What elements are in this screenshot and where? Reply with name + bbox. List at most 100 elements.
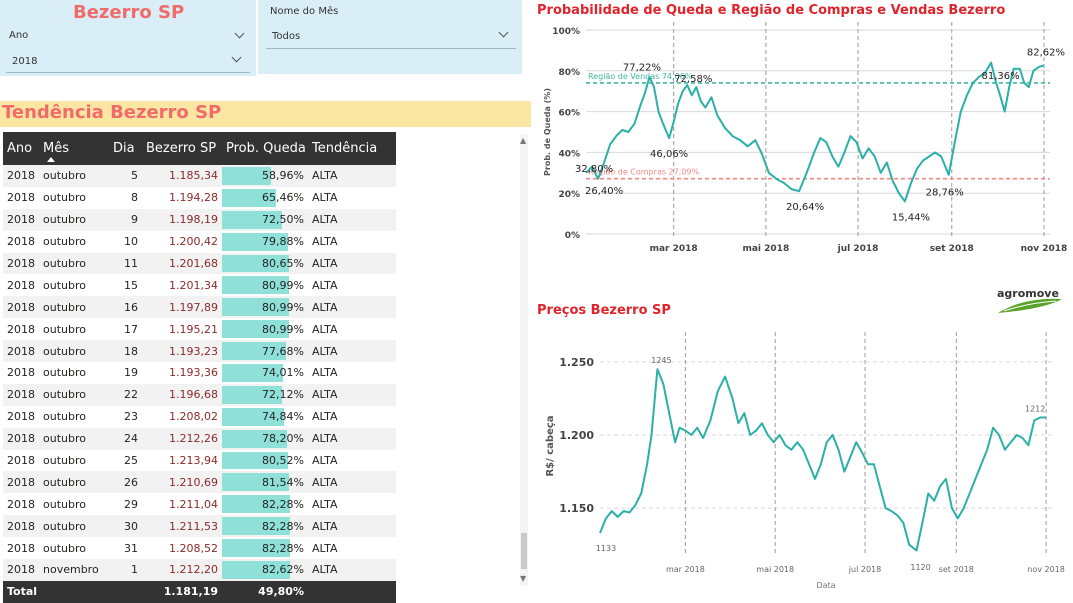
- table-scrollbar[interactable]: [520, 134, 528, 586]
- scrollbar-thumb[interactable]: [521, 533, 527, 569]
- x-tick-label: mai 2018: [742, 244, 789, 254]
- table-row[interactable]: 2018 outubro 31 1.208,52 82,28% ALTA: [3, 537, 396, 559]
- cell-tendencia: ALTA: [312, 366, 338, 380]
- table-row[interactable]: 2018 outubro 15 1.201,34 80,99% ALTA: [3, 274, 396, 296]
- data-label: 1212: [1025, 404, 1045, 413]
- scroll-down-icon[interactable]: ▼: [520, 574, 527, 583]
- data-label: 72,58%: [674, 74, 712, 85]
- cell-dia: 30: [109, 515, 142, 538]
- prob-text: 58,96%: [262, 169, 304, 183]
- cell-bezerro-sp: 1.208,52: [169, 541, 218, 555]
- table-row[interactable]: 2018 outubro 23 1.208,02 74,84% ALTA: [3, 406, 396, 428]
- table-row[interactable]: 2018 outubro 30 1.211,53 82,28% ALTA: [3, 515, 396, 538]
- cell-prob-queda: 80,99%: [222, 318, 308, 340]
- ano-dropdown[interactable]: 2018: [12, 56, 38, 67]
- cell-mes: outubro: [39, 471, 109, 494]
- cell-dia: 5: [109, 165, 142, 187]
- cell-ano: 2018: [7, 366, 35, 380]
- mes-dropdown[interactable]: Todos: [272, 31, 301, 42]
- cell-tendencia: ALTA: [312, 322, 338, 336]
- table-row[interactable]: 2018 outubro 17 1.195,21 80,99% ALTA: [3, 318, 396, 340]
- cell-tendencia: ALTA: [312, 235, 338, 249]
- cell-bezerro-sp: 1.196,68: [142, 383, 222, 406]
- cell-tendencia: ALTA: [312, 497, 338, 511]
- data-label: 1245: [651, 356, 671, 365]
- cell-tendencia: ALTA: [312, 191, 338, 205]
- cell-bezerro-sp: 1.185,34: [142, 165, 222, 187]
- cell-dia: 24: [109, 427, 142, 450]
- table-row[interactable]: 2018 outubro 9 1.198,19 72,50% ALTA: [3, 208, 396, 231]
- ano-dropdown-underline: [6, 72, 250, 73]
- table-row[interactable]: 2018 outubro 29 1.211,04 82,28% ALTA: [3, 493, 396, 515]
- total-empty-cell: [109, 580, 142, 603]
- cell-dia: 26: [109, 471, 142, 494]
- prob-bar: [222, 342, 287, 361]
- column-header-prob-queda[interactable]: Prob. Queda: [222, 132, 308, 165]
- table-title: Tendência Bezerro SP: [2, 102, 222, 123]
- cell-prob-queda: 79,88%: [222, 231, 308, 253]
- cell-ano: 2018: [3, 340, 39, 363]
- table-row[interactable]: 2018 outubro 5 1.185,34 58,96% ALTA: [3, 165, 396, 187]
- reference-line-label: Região de Compras 27,09%: [588, 168, 699, 177]
- table-row[interactable]: 2018 novembro 1 1.212,20 82,62% ALTA: [3, 559, 396, 581]
- table-row[interactable]: 2018 outubro 16 1.197,89 80,99% ALTA: [3, 296, 396, 319]
- prob-bar: [222, 167, 271, 185]
- cell-tendencia: ALTA: [308, 515, 396, 538]
- cell-tendencia: ALTA: [312, 541, 338, 555]
- cell-prob-queda: 82,28%: [222, 515, 308, 538]
- table-header-row: Ano Mês Dia Bezerro SP Prob. Queda Tendê…: [3, 132, 396, 165]
- table-row[interactable]: 2018 outubro 24 1.212,26 78,20% ALTA: [3, 427, 396, 450]
- mes-dropdown-underline: [266, 48, 516, 49]
- table-row[interactable]: 2018 outubro 8 1.194,28 65,46% ALTA: [3, 187, 396, 209]
- data-label: 82,62%: [1027, 47, 1065, 58]
- table-row[interactable]: 2018 outubro 26 1.210,69 81,54% ALTA: [3, 471, 396, 494]
- scroll-up-icon[interactable]: ▲: [520, 136, 527, 145]
- cell-dia: 1: [109, 559, 142, 581]
- prob-bar: [222, 298, 289, 317]
- prob-queda-chart: 0% 20% 40% 60% 80% 100% mar 2018 mai 2018 jul 20…: [543, 22, 1067, 254]
- prob-text: 80,99%: [262, 322, 304, 336]
- cell-prob-queda: 65,46%: [222, 187, 308, 209]
- cell-tendencia: ALTA: [308, 252, 396, 275]
- table-row[interactable]: 2018 outubro 10 1.200,42 79,88% ALTA: [3, 231, 396, 253]
- prob-text: 82,28%: [262, 497, 304, 511]
- prob-bar: [222, 232, 288, 251]
- prob-text: 74,01%: [262, 366, 304, 380]
- y-tick-label: 80%: [558, 68, 580, 78]
- cell-bezerro-sp: 1.197,89: [142, 296, 222, 319]
- table-row[interactable]: 2018 outubro 25 1.213,94 80,52% ALTA: [3, 450, 396, 472]
- data-label: 15,44%: [892, 213, 930, 224]
- series-line: [599, 368, 1047, 552]
- logo-text: agromove: [997, 287, 1059, 300]
- cell-bezerro-sp: 1.201,34: [169, 278, 218, 292]
- column-header-mes[interactable]: Mês: [39, 132, 109, 165]
- column-header-tendencia[interactable]: Tendência: [308, 132, 396, 165]
- reference-line-label: Região de Vendas 74,06%: [588, 72, 693, 81]
- cell-ano: 2018: [7, 235, 35, 249]
- column-header-ano[interactable]: Ano: [3, 132, 39, 165]
- cell-prob-queda: 81,54%: [222, 471, 308, 494]
- cell-mes: novembro: [39, 559, 109, 581]
- y-axis-title: Prob. de Queda (%): [543, 88, 552, 176]
- column-header-dia[interactable]: Dia: [109, 132, 142, 165]
- table-row[interactable]: 2018 outubro 11 1.201,68 80,65% ALTA: [3, 252, 396, 275]
- cell-tendencia: ALTA: [308, 559, 396, 581]
- cell-mes: outubro: [43, 410, 86, 424]
- prob-text: 80,99%: [262, 300, 304, 314]
- prob-text: 82,62%: [262, 563, 304, 577]
- cell-mes: outubro: [43, 541, 86, 555]
- slicer-panel-mes: [258, 0, 522, 74]
- data-label: 20,64%: [786, 202, 824, 213]
- cell-mes: outubro: [39, 427, 109, 450]
- table-row[interactable]: 2018 outubro 22 1.196,68 72,12% ALTA: [3, 383, 396, 406]
- prob-bar: [222, 495, 290, 514]
- cell-bezerro-sp: 1.193,36: [169, 366, 218, 380]
- column-header-bezerro-sp[interactable]: Bezerro SP: [142, 132, 222, 165]
- prob-text: 74,84%: [262, 410, 304, 424]
- cell-prob-queda: 58,96%: [222, 165, 308, 187]
- cell-mes: outubro: [39, 296, 109, 319]
- table-row[interactable]: 2018 outubro 18 1.193,23 77,68% ALTA: [3, 340, 396, 363]
- mes-slicer-label: Nome do Mês: [270, 6, 339, 17]
- x-tick-label: nov 2018: [1027, 565, 1065, 574]
- table-row[interactable]: 2018 outubro 19 1.193,36 74,01% ALTA: [3, 362, 396, 384]
